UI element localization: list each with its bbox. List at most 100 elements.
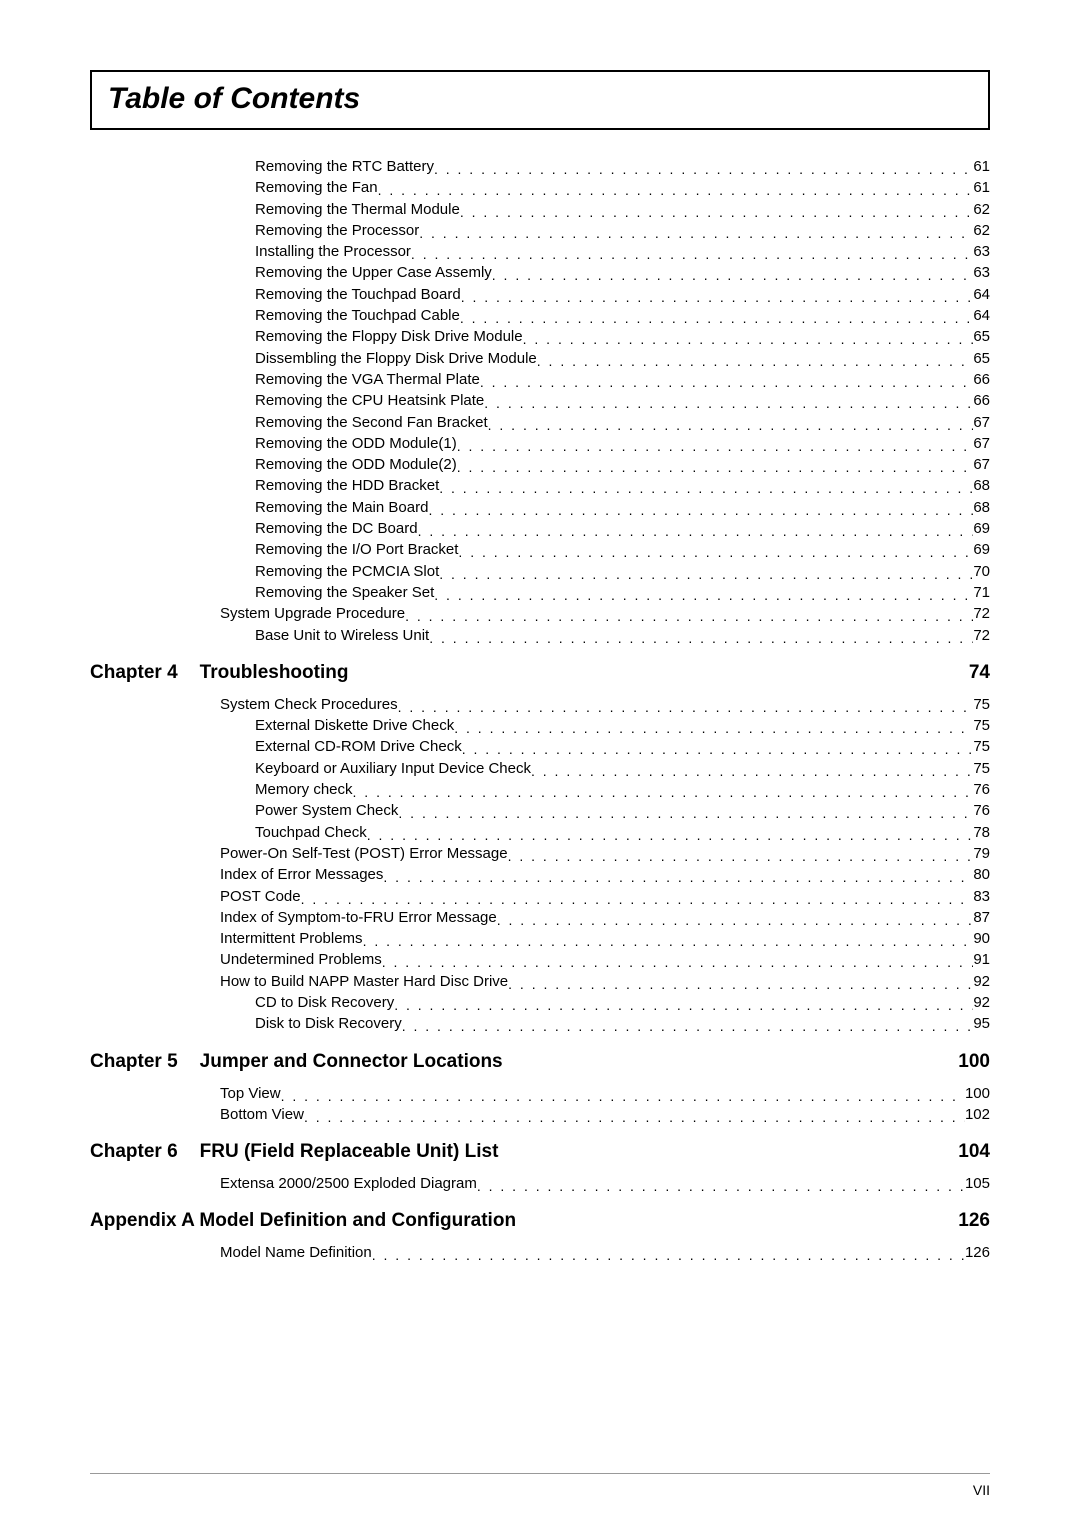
toc-dots [372,1246,965,1263]
toc-entry-label: Extensa 2000/2500 Exploded Diagram [220,1173,477,1194]
page-container: Table of Contents Removing the RTC Batte… [0,0,1080,1528]
toc-entry: Intermittent Problems90 [90,928,990,949]
toc-dots [439,479,973,496]
chapters-container: Chapter 4Troubleshooting74System Check P… [90,662,990,1195]
toc-entry-page: 66 [973,390,990,411]
toc-entry-page: 126 [965,1242,990,1263]
toc-entry-label: Dissembling the Floppy Disk Drive Module [255,348,537,369]
toc-entry: Removing the ODD Module(1)67 [90,433,990,454]
toc-entry: Removing the Touchpad Cable 64 [90,305,990,326]
toc-entry-page: 62 [973,199,990,220]
toc-entry: System Upgrade Procedure72 [90,603,990,624]
toc-entry-page: 76 [973,800,990,821]
toc-entry-label: Removing the ODD Module(2) [255,454,457,475]
toc-entry-page: 64 [973,284,990,305]
toc-dots [492,266,974,283]
toc-entry-label: Removing the Floppy Disk Drive Module [255,326,523,347]
toc-entry-page: 80 [973,864,990,885]
toc-entry-label: Removing the Second Fan Bracket [255,412,488,433]
toc-entry: Index of Symptom-to-FRU Error Message 87 [90,907,990,928]
toc-entry: POST Code83 [90,886,990,907]
toc-entry: Removing the HDD Bracket68 [90,475,990,496]
toc-dots [419,224,973,241]
toc-entry-page: 64 [973,305,990,326]
toc-entry-page: 63 [973,262,990,283]
toc-entry: How to Build NAPP Master Hard Disc Drive… [90,971,990,992]
toc-entry-page: 62 [973,220,990,241]
toc-dots [537,352,974,369]
toc-entry-label: Model Name Definition [220,1242,372,1263]
toc-entry-page: 87 [973,907,990,928]
toc-entry-page: 78 [973,822,990,843]
toc-entry-label: Intermittent Problems [220,928,363,949]
toc-entry-label: Removing the HDD Bracket [255,475,439,496]
toc-entry: Removing the Processor62 [90,220,990,241]
initial-toc-list: Removing the RTC Battery61Removing the F… [90,156,990,646]
toc-entry-label: Top View [220,1083,281,1104]
toc-entry-label: External CD-ROM Drive Check [255,736,462,757]
toc-entry-page: 79 [973,843,990,864]
chapter-toc-list: System Check Procedures75External Disket… [90,694,990,1035]
toc-entry-page: 105 [965,1173,990,1194]
chapter-title: FRU (Field Replaceable Unit) List [200,1141,959,1163]
toc-dots [394,996,973,1013]
chapter-title: Troubleshooting [200,662,969,684]
toc-entry-label: POST Code [220,886,301,907]
toc-dots [301,890,974,907]
toc-entry: Disk to Disk Recovery95 [90,1013,990,1034]
toc-entry: Installing the Processor63 [90,241,990,262]
toc-entry: System Check Procedures75 [90,694,990,715]
toc-entry: Removing the I/O Port Bracket69 [90,539,990,560]
toc-entry-label: Index of Error Messages [220,864,383,885]
chapter-number: Chapter 4 [90,662,178,684]
toc-entry-label: Disk to Disk Recovery [255,1013,402,1034]
toc-entry: Removing the PCMCIA Slot70 [90,561,990,582]
toc-entry-page: 70 [973,561,990,582]
toc-dots [523,330,974,347]
chapter-toc-list: Top View100Bottom View102 [90,1083,990,1126]
toc-entry: Touchpad Check78 [90,822,990,843]
toc-title: Table of Contents [108,82,360,115]
toc-entry: Power-On Self-Test (POST) Error Message7… [90,843,990,864]
toc-dots [460,309,973,326]
toc-entry-page: 92 [973,992,990,1013]
toc-entry-label: Index of Symptom-to-FRU Error Message [220,907,497,928]
toc-entry-page: 72 [973,603,990,624]
toc-entry-label: Undetermined Problems [220,949,382,970]
toc-dots [428,501,973,518]
toc-entry: Dissembling the Floppy Disk Drive Module… [90,348,990,369]
footer-page-number: VII [973,1482,990,1498]
toc-entry: Removing the Floppy Disk Drive Module65 [90,326,990,347]
toc-dots [434,160,973,177]
page-footer: VII [90,1473,990,1498]
toc-entry-label: Keyboard or Auxiliary Input Device Check [255,758,531,779]
toc-dots [458,543,973,560]
toc-entry-page: 66 [973,369,990,390]
toc-entry-page: 63 [973,241,990,262]
appendix-toc-list: Model Name Definition 126 [90,1242,990,1263]
toc-entry: Memory check76 [90,779,990,800]
toc-entry-page: 67 [973,454,990,475]
chapter-page: 100 [958,1051,990,1073]
chapter-page: 104 [958,1141,990,1163]
toc-dots [462,740,974,757]
toc-dots [434,586,973,603]
toc-entry-label: Removing the Fan [255,177,378,198]
toc-entry-page: 67 [973,433,990,454]
toc-entry-label: Removing the Touchpad Cable [255,305,460,326]
toc-entry-label: Removing the Upper Case Assemly [255,262,492,283]
toc-entry: Removing the ODD Module(2) 67 [90,454,990,475]
appendix-page: 126 [958,1210,990,1232]
toc-entry-label: Removing the Touchpad Board [255,284,461,305]
toc-entry: CD to Disk Recovery92 [90,992,990,1013]
toc-entry: Removing the CPU Heatsink Plate66 [90,390,990,411]
toc-entry: Removing the Touchpad Board 64 [90,284,990,305]
toc-dots [383,868,973,885]
toc-dots [281,1087,965,1104]
toc-entry-page: 69 [973,539,990,560]
toc-entry-page: 75 [973,758,990,779]
toc-dots [402,1017,974,1034]
chapter-heading: Chapter 6FRU (Field Replaceable Unit) Li… [90,1141,990,1163]
toc-entry: Top View100 [90,1083,990,1104]
toc-dots [418,522,974,539]
